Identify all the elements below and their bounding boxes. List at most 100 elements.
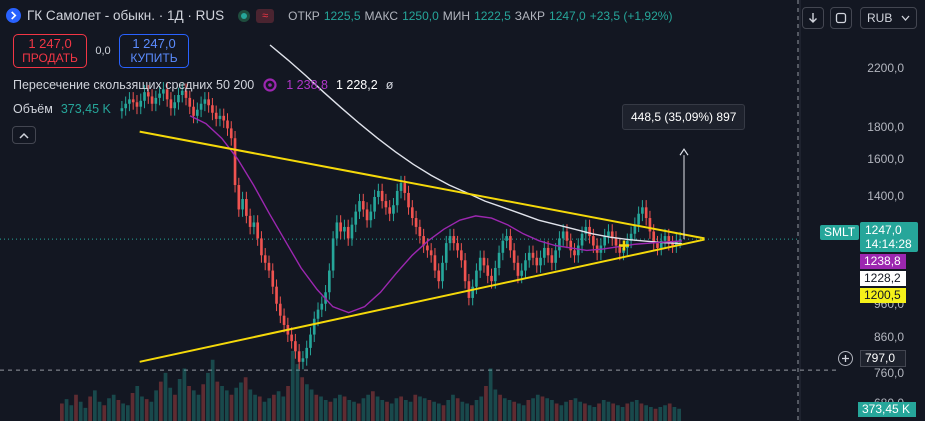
- crosshair-price-tag: 797,0: [860, 350, 906, 367]
- volume-bar: [677, 408, 681, 421]
- candle-body: [346, 226, 350, 239]
- fullscreen-button[interactable]: [830, 7, 852, 29]
- frame-icon: [835, 12, 847, 24]
- candle-body: [678, 239, 682, 241]
- candle-body: [429, 250, 433, 256]
- candle-body: [410, 207, 414, 219]
- volume-bar: [290, 351, 295, 421]
- volume-bar: [550, 400, 554, 421]
- ohlc-values: ОТКР 1225,5 МАКС 1250,0 МИН 1222,5 ЗАКР 1247…: [288, 9, 672, 23]
- buy-button[interactable]: 1 247,0 КУПИТЬ: [119, 34, 189, 68]
- add-alert-button[interactable]: [838, 351, 853, 366]
- ma-cross-legend[interactable]: Пересечение скользящих средних 50 200 1 …: [13, 77, 393, 93]
- candle-body: [437, 270, 441, 282]
- last-price-tag: 1247,0 14:14:28: [860, 222, 918, 252]
- candle-body: [169, 99, 173, 109]
- candle-body: [558, 238, 561, 251]
- volume-bar: [187, 386, 191, 421]
- volume-bar: [583, 403, 587, 421]
- volume-bar: [295, 364, 300, 421]
- volume-bar: [97, 401, 102, 421]
- candle-body: [165, 89, 169, 100]
- volume-bar: [484, 386, 488, 421]
- candle-body: [448, 236, 452, 244]
- volume-bar: [366, 394, 370, 421]
- sell-button[interactable]: 1 247,0 ПРОДАТЬ: [13, 34, 87, 68]
- symbol-title[interactable]: ГК Самолет - обыкн. · 1Д · RUS: [27, 8, 225, 23]
- candle-body: [328, 270, 331, 293]
- ohlc-open-label: ОТКР: [288, 8, 320, 23]
- ohlc-close-label: ЗАКР: [514, 8, 546, 23]
- volume-bar: [92, 390, 97, 421]
- volume-bar: [403, 400, 408, 421]
- volume-bar: [262, 401, 267, 421]
- volume-bar: [333, 398, 338, 421]
- volume-bar: [149, 401, 154, 421]
- candle-body: [188, 97, 192, 107]
- currency-select[interactable]: RUB: [860, 7, 917, 29]
- candle-body: [158, 93, 161, 98]
- candle-body: [124, 103, 127, 109]
- candle-body: [135, 102, 139, 107]
- symbol-logo[interactable]: [6, 8, 21, 23]
- candle-body: [527, 252, 531, 261]
- volume-bar: [620, 407, 625, 421]
- candle-body: [509, 236, 512, 251]
- candle-body: [580, 233, 584, 246]
- ma200-line: [269, 44, 683, 245]
- volume-bar: [667, 403, 672, 421]
- volume-bar: [309, 389, 314, 421]
- candle-body: [384, 201, 388, 208]
- candle-body: [565, 231, 569, 241]
- volume-bar: [521, 405, 526, 421]
- volume-bar: [323, 400, 328, 421]
- volume-bar: [526, 400, 531, 421]
- volume-bar: [502, 398, 507, 421]
- volume-bar: [135, 386, 140, 421]
- candle-body: [648, 218, 652, 232]
- candle-body: [482, 257, 486, 266]
- volume-bar: [300, 377, 305, 421]
- candle-body: [237, 185, 241, 210]
- data-delay-icon[interactable]: ≈: [256, 8, 275, 23]
- market-status-icon[interactable]: [238, 9, 251, 22]
- download-button[interactable]: [802, 7, 824, 29]
- chevron-up-icon: [19, 132, 29, 139]
- volume-bar: [488, 368, 493, 421]
- chevron-down-icon: [901, 15, 910, 21]
- candle-body: [301, 358, 305, 362]
- volume-bar: [653, 408, 658, 421]
- trendline-upper: [139, 130, 705, 240]
- collapse-legend-button[interactable]: [12, 126, 36, 144]
- candle-body: [516, 262, 520, 276]
- candle-body: [207, 99, 210, 106]
- candle-body: [610, 231, 614, 239]
- volume-bar: [177, 379, 182, 421]
- candle-body: [543, 247, 546, 258]
- candle-body: [331, 238, 335, 271]
- volume-bar: [196, 394, 201, 421]
- volume-bar: [601, 400, 606, 421]
- volume-bar: [663, 405, 667, 421]
- volume-legend[interactable]: Объём 373,45 K: [13, 102, 111, 116]
- candle-body: [478, 257, 482, 271]
- candle-body: [229, 128, 233, 139]
- candle-body: [275, 286, 278, 304]
- candle-body: [218, 115, 222, 119]
- candle-body: [180, 90, 184, 96]
- trendline-lower: [139, 238, 705, 363]
- candle-body: [128, 99, 131, 104]
- volume-price-tag: 373,45 K: [858, 402, 916, 417]
- volume-bar: [469, 405, 474, 421]
- sync-icon[interactable]: [262, 77, 278, 93]
- volume-bar: [239, 382, 243, 421]
- candle-body: [354, 211, 358, 225]
- candle-body: [550, 255, 554, 263]
- axis-tick: 1400,0: [867, 189, 904, 203]
- chevron-right-icon: [11, 11, 17, 20]
- candle-body: [584, 226, 588, 234]
- candle-body: [361, 201, 365, 210]
- candle-body: [426, 245, 429, 251]
